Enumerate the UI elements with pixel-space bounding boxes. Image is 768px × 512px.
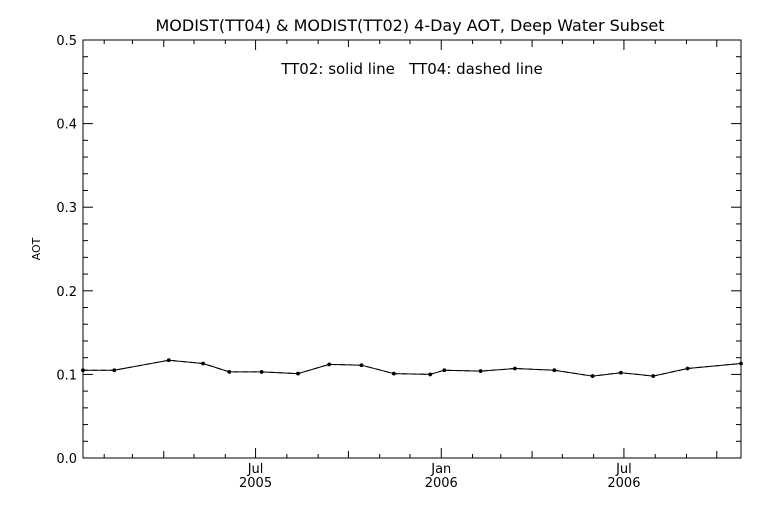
- x-tick-month-label: Jul: [247, 462, 264, 477]
- data-point-tt04: [442, 368, 447, 373]
- data-point-tt04: [739, 361, 743, 366]
- y-tick-label: 0.1: [56, 368, 77, 383]
- data-point-tt04: [81, 368, 85, 373]
- data-point-tt04: [327, 362, 332, 367]
- data-point-tt04: [392, 371, 396, 376]
- data-point-tt04: [296, 371, 300, 376]
- x-tick-year-label: 2006: [425, 476, 458, 491]
- chart-title: MODIST(TT04) & MODIST(TT02) 4-Day AOT, D…: [155, 16, 664, 35]
- data-series: [81, 358, 743, 378]
- data-point-tt04: [112, 368, 117, 373]
- data-point-tt04: [428, 372, 433, 377]
- data-point-tt04: [685, 366, 690, 371]
- data-point-tt04: [513, 366, 517, 371]
- x-tick-year-label: 2005: [239, 476, 272, 491]
- y-axis-label: AOT: [30, 237, 43, 260]
- y-axis-ticks: 0.0 0.1 0.2 0.3 0.4 0.5: [56, 34, 741, 467]
- data-point-tt04: [201, 361, 205, 366]
- data-point-tt04: [259, 370, 264, 374]
- y-tick-label: 0.5: [56, 34, 77, 49]
- data-point-tt04: [478, 369, 483, 373]
- x-tick-month-label: Jul: [615, 462, 632, 477]
- data-point-tt04: [552, 368, 557, 373]
- series-line-tt04: [83, 359, 742, 377]
- data-point-tt04: [619, 370, 623, 375]
- y-tick-label: 0.4: [56, 118, 77, 133]
- x-tick-year-label: 2006: [607, 476, 640, 491]
- y-tick-label: 0.0: [56, 452, 77, 467]
- data-point-tt04: [227, 370, 232, 374]
- y-tick-label: 0.3: [56, 201, 77, 216]
- plot-frame: [82, 39, 742, 459]
- data-point-tt04: [590, 374, 595, 378]
- x-tick-month-label: Jan: [430, 462, 451, 477]
- data-point-tt04: [359, 363, 364, 368]
- y-tick-label: 0.2: [56, 285, 77, 300]
- data-point-tt04: [167, 358, 171, 363]
- data-point-tt04: [651, 374, 655, 378]
- series-annotation: TT02: solid line TT04: dashed line: [280, 60, 543, 78]
